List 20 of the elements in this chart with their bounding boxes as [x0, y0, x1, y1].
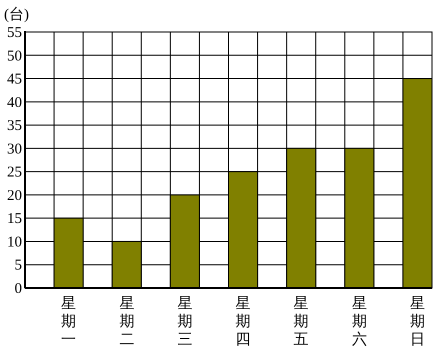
x-tick-label: 星期四	[236, 296, 251, 348]
y-tick-label: 30	[7, 141, 22, 158]
x-tick-label: 星期三	[177, 296, 192, 348]
x-tick-label: 星期五	[294, 296, 309, 348]
y-axis-title: (台)	[4, 6, 29, 23]
y-tick-label: 35	[7, 118, 22, 134]
x-tick-label: 星期二	[119, 296, 134, 348]
y-tick-label: 15	[7, 211, 22, 228]
y-tick-label: 25	[7, 164, 22, 181]
y-tick-label: 40	[7, 94, 22, 111]
y-tick-label: 50	[7, 48, 22, 64]
y-tick-label: 20	[7, 188, 22, 204]
y-tick-label: 10	[7, 234, 22, 250]
x-tick-label: 星期六	[352, 296, 367, 348]
y-tick-label: 0	[14, 281, 22, 297]
x-tick-label: 星期一	[61, 296, 76, 348]
y-tick-label: 45	[7, 72, 22, 88]
y-tick-label: 55	[7, 25, 22, 41]
x-tick-label: 星期日	[410, 296, 425, 348]
y-tick-label: 5	[14, 258, 22, 274]
